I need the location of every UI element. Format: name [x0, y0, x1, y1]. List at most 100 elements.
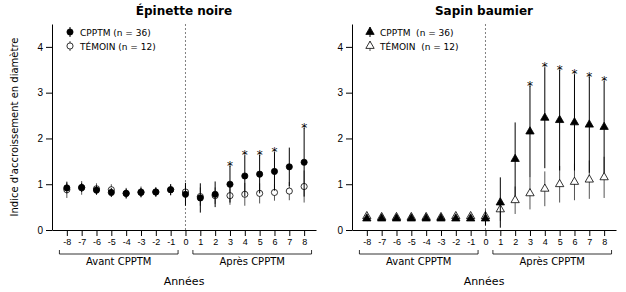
- y-tick-label: 3: [337, 87, 343, 98]
- x-tick-mark: [82, 230, 83, 236]
- y-tick-mark: [46, 230, 52, 231]
- x-tick-mark: [545, 230, 546, 236]
- x-tick-label: 1: [198, 237, 203, 247]
- legend-item: TÉMOIN (n = 12): [366, 41, 459, 52]
- x-tick: -8: [63, 230, 71, 247]
- x-tick: 8: [602, 230, 607, 247]
- y-tick-mark: [46, 93, 52, 94]
- x-tick: -8: [363, 230, 371, 247]
- y-tick-mark: [46, 184, 52, 185]
- significance-mark: *: [527, 79, 533, 93]
- x-tick: -4: [123, 230, 131, 247]
- period-bracket: [493, 250, 612, 254]
- x-tick-mark: [396, 230, 397, 236]
- point: [392, 214, 400, 221]
- significance-mark: *: [586, 70, 592, 84]
- legend-label: TÉMOIN (n = 12): [79, 41, 156, 52]
- x-tick-mark: [471, 230, 472, 236]
- point: [227, 181, 233, 187]
- series: [64, 170, 307, 205]
- point: [93, 187, 99, 193]
- plot-area: [64, 24, 307, 230]
- significance-mark: *: [542, 60, 548, 74]
- x-tick-mark: [367, 230, 368, 236]
- significance-mark: *: [271, 145, 277, 159]
- chart: -8-7-6-5-4-3-2-101234567801234Épinette n…: [0, 0, 626, 292]
- point: [511, 195, 519, 202]
- x-tick-label: -2: [152, 237, 160, 247]
- series: [363, 67, 609, 227]
- x-tick-label: -3: [137, 237, 145, 247]
- x-tick: 5: [558, 230, 563, 247]
- x-tick: -7: [378, 230, 386, 247]
- x-tick-label: -5: [408, 237, 416, 247]
- x-tick-mark: [456, 230, 457, 236]
- point: [271, 168, 277, 174]
- point: [197, 195, 203, 201]
- x-tick-mark: [126, 230, 127, 236]
- series: [64, 128, 307, 213]
- x-axis-line: [353, 230, 617, 231]
- y-tick: 0: [337, 225, 352, 236]
- point: [363, 214, 371, 221]
- legend: CPPTM (n = 36)TÉMOIN (n = 12): [366, 27, 459, 52]
- x-tick: 3: [528, 230, 533, 247]
- x-tick-label: -5: [108, 237, 116, 247]
- point: [79, 185, 85, 191]
- legend-symbol: [366, 27, 374, 34]
- x-tick-label: 0: [183, 237, 188, 247]
- x-tick-label: 4: [243, 237, 248, 247]
- x-tick: 0: [483, 230, 488, 247]
- x-tick-mark: [441, 230, 442, 236]
- point: [481, 214, 489, 221]
- x-axis: -8-7-6-5-4-3-2-1012345678: [53, 230, 317, 247]
- point: [600, 122, 608, 129]
- point: [108, 189, 114, 195]
- x-tick: 6: [572, 230, 577, 247]
- x-tick: -7: [78, 230, 86, 247]
- x-tick-mark: [382, 230, 383, 236]
- x-tick-mark: [289, 230, 290, 236]
- x-tick-label: 8: [302, 237, 307, 247]
- point: [585, 120, 593, 127]
- point: [242, 173, 248, 179]
- y-tick-mark: [346, 138, 352, 139]
- x-tick-label: -6: [393, 237, 401, 247]
- legend-label: CPPTM (n = 36): [80, 28, 151, 38]
- x-tick-mark: [171, 230, 172, 236]
- legend-label: TÉMOIN (n = 12): [379, 41, 459, 52]
- y-tick-label: 1: [37, 179, 43, 190]
- y-tick-mark: [346, 47, 352, 48]
- x-tick-label: 3: [228, 237, 233, 247]
- x-tick-label: -4: [123, 237, 131, 247]
- period-label: Avant CPPTM: [86, 256, 152, 267]
- x-tick-mark: [304, 230, 305, 236]
- title: Épinette noire: [136, 3, 232, 18]
- significance-mark: *: [571, 67, 577, 81]
- x-tick-label: 3: [528, 237, 533, 247]
- x-tick-label: -1: [467, 237, 475, 247]
- point: [600, 173, 608, 180]
- x-tick: 1: [198, 230, 203, 247]
- x-tick-mark: [200, 230, 201, 236]
- period-label: Avant CPPTM: [386, 256, 452, 267]
- point: [286, 164, 292, 170]
- x-tick-mark: [485, 230, 486, 236]
- point: [378, 214, 386, 221]
- x-tick-label: 7: [587, 237, 592, 247]
- y-tick: 4: [337, 42, 352, 53]
- x-tick: -1: [467, 230, 475, 247]
- x-tick-label: -4: [423, 237, 431, 247]
- x-tick-mark: [260, 230, 261, 236]
- x-tick-mark: [426, 230, 427, 236]
- y-tick-label: 0: [37, 225, 43, 236]
- x-tick-mark: [111, 230, 112, 236]
- period-bracket: [59, 250, 178, 254]
- x-axis: -8-7-6-5-4-3-2-1012345678: [353, 230, 617, 247]
- x-tick-label: 6: [272, 237, 277, 247]
- y-tick: 1: [37, 179, 52, 190]
- x-tick: 7: [287, 230, 292, 247]
- x-tick-mark: [156, 230, 157, 236]
- point: [585, 175, 593, 182]
- reference-line: [185, 24, 186, 230]
